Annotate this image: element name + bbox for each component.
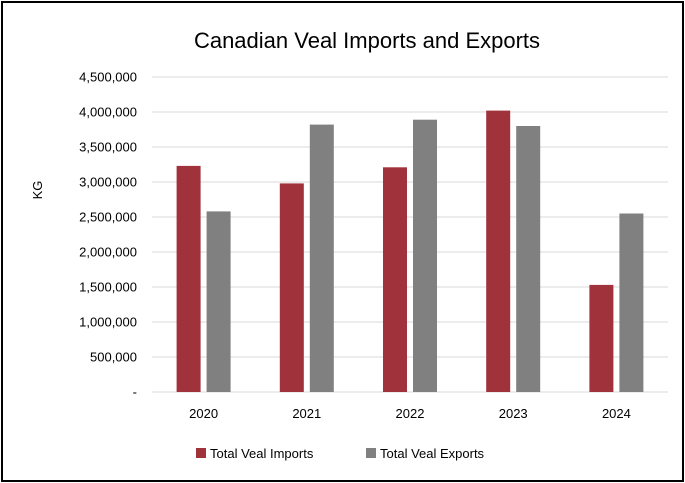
legend-swatch [196,448,206,458]
y-axis-ticks: - 500,000 1,000,000 1,500,000 2,000,000 2,500… [79,70,137,400]
x-tick-label: 2024 [602,406,631,421]
bar-exports-2023 [516,126,541,392]
y-tick-label: 4,500,000 [79,70,137,85]
legend-label: Total Veal Exports [380,446,485,461]
bar-exports-2024 [619,213,644,392]
gridlines [152,76,668,393]
x-tick-label: 2023 [499,406,528,421]
x-axis-ticks: 2020 2021 2022 2023 2024 [189,406,631,421]
y-tick-label: 3,500,000 [79,140,137,155]
x-tick-label: 2022 [396,406,425,421]
bar-exports-2022 [413,119,437,392]
y-tick-label: - [133,385,137,400]
y-tick-label: 3,000,000 [79,175,137,190]
bar-exports-2021 [309,124,334,392]
legend-label: Total Veal Imports [210,446,314,461]
bar-imports-2023 [486,110,511,392]
bar-imports-2021 [279,183,304,392]
bar-exports-2020 [206,211,231,392]
y-tick-label: 500,000 [90,350,137,365]
bar-imports-2022 [383,167,407,392]
x-tick-label: 2020 [189,406,218,421]
y-tick-label: 2,000,000 [79,245,137,260]
y-axis-label: KG [30,181,45,200]
bar-imports-2020 [176,165,201,392]
bars [176,110,644,392]
chart-title: Canadian Veal Imports and Exports [194,28,540,53]
bar-imports-2024 [589,284,614,392]
y-tick-label: 1,000,000 [79,315,137,330]
x-tick-label: 2021 [292,406,321,421]
legend-swatch [366,448,376,458]
legend: Total Veal Imports Total Veal Exports [196,446,485,461]
y-tick-label: 4,000,000 [79,105,137,120]
y-tick-label: 1,500,000 [79,280,137,295]
y-tick-label: 2,500,000 [79,210,137,225]
